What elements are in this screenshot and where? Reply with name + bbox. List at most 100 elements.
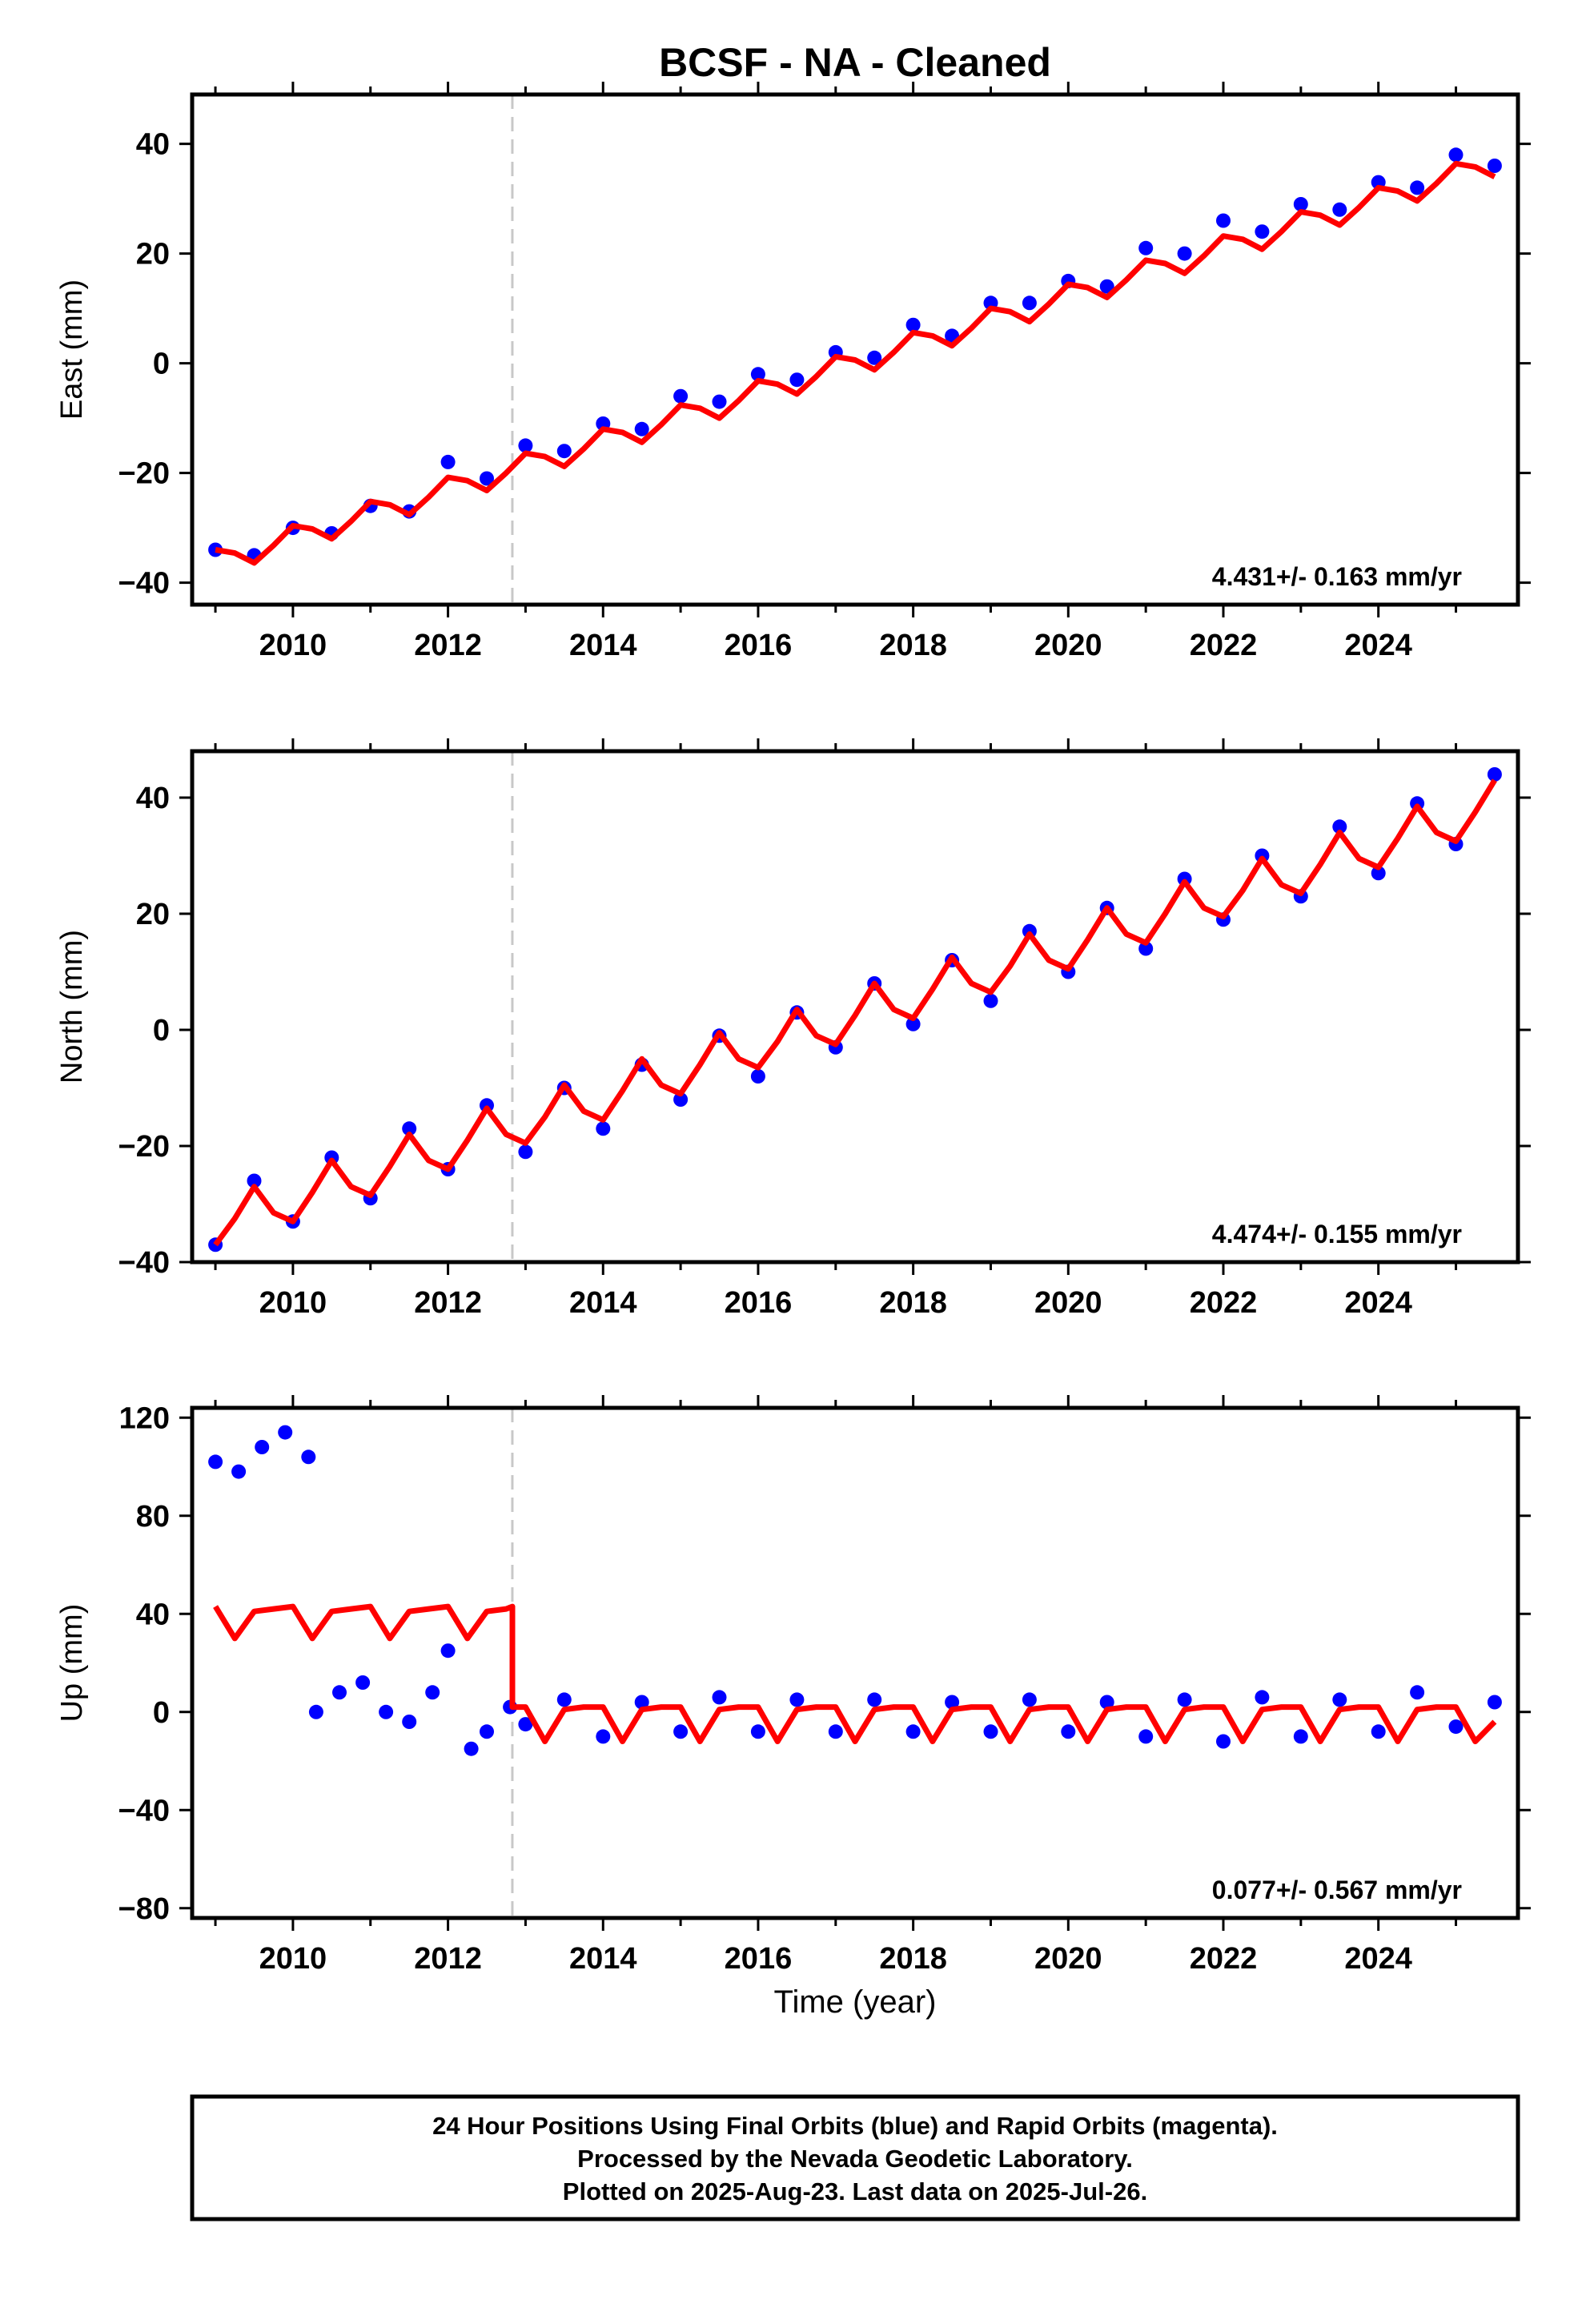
- north-model-curve: [213, 778, 1497, 1247]
- north-y-tick-label: −20: [118, 1130, 170, 1164]
- east-rate-label: 4.431+/- 0.163 mm/yr: [1212, 562, 1462, 591]
- east-y-tick-label: 20: [136, 238, 170, 271]
- up-data-point: [355, 1675, 371, 1690]
- up-data-point: [1371, 1724, 1386, 1739]
- north-data-point: [1332, 819, 1347, 834]
- up-y-tick-label: 80: [136, 1500, 170, 1534]
- north-data-point: [1487, 767, 1502, 782]
- north-data-point: [402, 1121, 417, 1136]
- east-data-point: [556, 444, 572, 459]
- east-x-tick-label: 2022: [1190, 629, 1258, 662]
- up-data-point: [1487, 1695, 1502, 1710]
- up-data-point: [1332, 1692, 1347, 1707]
- east-data-point: [1255, 224, 1270, 239]
- east-data-point: [1099, 279, 1114, 294]
- east-plot-frame: [190, 92, 1520, 607]
- north-x-tick-label: 2010: [259, 1286, 327, 1320]
- east-data-point: [1448, 147, 1464, 163]
- up-data-point: [828, 1724, 843, 1739]
- east-panel: 2010 2012 2014 2016 2018 2020 2022 2024 −40 −20 0 2…: [55, 82, 1531, 662]
- east-data-point: [480, 471, 494, 486]
- north-y-tick-label: 0: [153, 1014, 170, 1047]
- up-data-point: [332, 1685, 347, 1700]
- north-y-tick-label: 40: [136, 782, 170, 815]
- up-data-point: [464, 1741, 479, 1756]
- up-data-point: [712, 1690, 727, 1705]
- east-data-point: [1022, 296, 1037, 311]
- east-y-tick-label: 40: [136, 128, 170, 162]
- east-data-point: [750, 367, 765, 382]
- north-panel: 2010 2012 2014 2016 2018 2020 2022 2024 −40 −20 0 2…: [55, 738, 1531, 1320]
- up-data-point: [379, 1704, 394, 1719]
- up-data-point: [673, 1724, 689, 1739]
- up-y-tick-label: 0: [153, 1696, 170, 1730]
- up-data-point: [278, 1425, 293, 1440]
- north-y-tick-label: −40: [118, 1246, 170, 1280]
- east-data-point: [518, 438, 533, 453]
- east-data-point: [1332, 202, 1347, 217]
- north-x-tick-label: 2018: [879, 1286, 947, 1320]
- east-data-point: [1177, 246, 1192, 261]
- east-data-point: [1216, 213, 1231, 228]
- east-x-tick-label: 2020: [1034, 629, 1102, 662]
- up-data-point: [1255, 1690, 1270, 1705]
- figure-title: BCSF - NA - Cleaned: [659, 40, 1051, 85]
- up-data-point: [1022, 1692, 1037, 1707]
- up-data-point: [440, 1643, 456, 1659]
- east-x-tick-label: 2024: [1344, 629, 1412, 662]
- up-data-point: [905, 1724, 921, 1739]
- east-model-curve: [215, 160, 1496, 566]
- up-model-curve: [213, 1603, 1497, 1744]
- up-x-tick-label: 2020: [1034, 1942, 1102, 1976]
- footer-line-2: Processed by the Nevada Geodetic Laborat…: [577, 2145, 1133, 2173]
- x-axis-label: Time (year): [774, 1984, 937, 2020]
- up-data-point: [518, 1717, 533, 1732]
- north-x-tick-label: 2020: [1034, 1286, 1102, 1320]
- north-x-tick-label: 2022: [1190, 1286, 1258, 1320]
- up-data-point: [1099, 1695, 1114, 1710]
- up-data-point: [480, 1724, 494, 1739]
- north-x-tick-label: 2014: [569, 1286, 637, 1320]
- east-x-tick-label: 2010: [259, 629, 327, 662]
- north-data-point: [673, 1092, 689, 1107]
- up-data-point: [231, 1464, 247, 1479]
- north-data-point: [983, 993, 998, 1008]
- north-y-tick-label: 20: [136, 898, 170, 931]
- up-data-point: [750, 1724, 765, 1739]
- up-data-point: [789, 1692, 805, 1707]
- east-data-point: [634, 421, 649, 436]
- east-data-point: [789, 372, 805, 388]
- east-x-tick-label: 2018: [879, 629, 947, 662]
- north-x-tick-label: 2024: [1344, 1286, 1412, 1320]
- east-data-point: [440, 454, 456, 469]
- up-panel: 2010 2012 2014 2016 2018 2020 2022 2024 −80 −40 0 4…: [55, 1395, 1531, 1976]
- up-y-tick-label: 40: [136, 1598, 170, 1631]
- footer-box: [190, 2094, 1520, 2221]
- up-data-point: [1177, 1692, 1192, 1707]
- up-x-tick-label: 2012: [414, 1942, 482, 1976]
- east-data-point: [1293, 197, 1308, 211]
- north-data-point: [596, 1121, 611, 1136]
- footer-line-3: Plotted on 2025-Aug-23. Last data on 202…: [563, 2177, 1147, 2205]
- up-data-point: [1138, 1729, 1154, 1744]
- up-data-point: [301, 1449, 316, 1465]
- up-data-point: [1061, 1724, 1076, 1739]
- up-plot-frame: [190, 1405, 1520, 1920]
- east-data-point: [867, 350, 882, 365]
- north-x-tick-label: 2016: [725, 1286, 793, 1320]
- north-data-point: [905, 1016, 921, 1031]
- up-data-point: [1293, 1729, 1308, 1744]
- up-y-axis-label: Up (mm): [55, 1604, 89, 1723]
- east-data-point: [1138, 240, 1154, 255]
- east-x-tick-label: 2012: [414, 629, 482, 662]
- up-y-tick-label: −40: [118, 1794, 170, 1827]
- up-y-tick-label: 120: [119, 1401, 170, 1435]
- north-y-axis-label: North (mm): [55, 930, 89, 1084]
- east-data-point: [1410, 180, 1425, 195]
- up-data-point: [402, 1715, 417, 1729]
- up-data-point: [634, 1695, 649, 1710]
- north-data-point: [518, 1144, 533, 1160]
- up-data-point: [208, 1454, 223, 1470]
- up-data-point: [1448, 1719, 1464, 1735]
